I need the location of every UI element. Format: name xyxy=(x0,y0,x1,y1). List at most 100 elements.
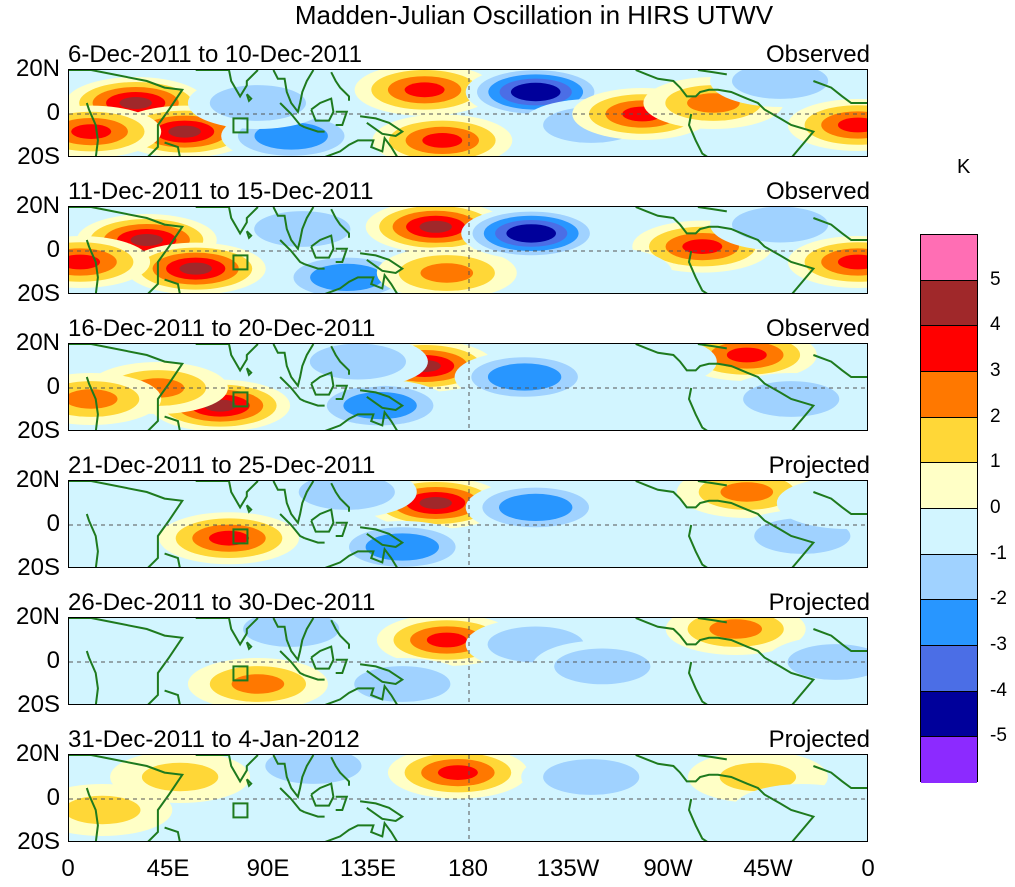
panel-period-label: 11-Dec-2011 to 15-Dec-2011 xyxy=(68,178,374,205)
anomaly-contour xyxy=(69,795,141,825)
anomaly-contour xyxy=(719,762,797,792)
map-panel xyxy=(68,754,868,842)
y-tick-label: 0 xyxy=(46,99,60,126)
anomaly-contour xyxy=(543,759,640,795)
coastline xyxy=(813,354,867,378)
anomaly-contour xyxy=(437,765,478,780)
y-tick-label: 20S xyxy=(17,280,60,307)
colorbar-tick-label: 1 xyxy=(990,451,1001,473)
x-tick-label: 180 xyxy=(447,855,489,882)
map-panel xyxy=(68,69,868,157)
map-panel xyxy=(68,480,868,568)
x-tick-label: 0 xyxy=(61,855,75,882)
coastline xyxy=(272,344,315,389)
coastline xyxy=(279,102,306,129)
coastline xyxy=(304,400,325,407)
coastline xyxy=(335,110,349,126)
map-panel-svg xyxy=(69,207,867,293)
coastline xyxy=(310,234,335,259)
panel-period-label: 26-Dec-2011 to 30-Dec-2011 xyxy=(68,589,376,616)
coastline xyxy=(195,618,259,647)
map-panel-svg xyxy=(69,755,867,841)
map-panel-svg xyxy=(69,344,867,430)
reference-box xyxy=(232,391,249,408)
coastline xyxy=(310,97,335,122)
coastline xyxy=(324,683,398,704)
anomaly-contour xyxy=(119,97,152,109)
anomaly-contour xyxy=(179,262,212,275)
anomaly-contour xyxy=(231,674,285,694)
y-tick-label: 20S xyxy=(17,691,60,718)
coastline xyxy=(69,618,185,704)
coastline xyxy=(635,618,816,704)
colorbar-tick-label: -1 xyxy=(990,542,1007,564)
colorbar-tick-label: -3 xyxy=(990,634,1007,655)
coastline xyxy=(330,756,350,786)
coastline xyxy=(304,674,325,681)
anomaly-contour xyxy=(130,234,163,246)
colorbar-tick-label: 0 xyxy=(990,497,1001,518)
coastline xyxy=(687,524,708,567)
colorbar-swatch xyxy=(921,463,977,509)
coastline xyxy=(813,765,867,789)
anomaly-contour xyxy=(354,666,451,702)
coastline xyxy=(164,278,181,293)
y-tick-label: 20N xyxy=(15,603,60,630)
coastline xyxy=(245,230,253,240)
anomaly-contour xyxy=(682,239,723,254)
coastline xyxy=(697,207,727,213)
map-panel xyxy=(68,206,868,294)
anomaly-contour xyxy=(265,755,362,784)
coastline xyxy=(697,344,727,350)
coastline xyxy=(359,663,405,686)
anomaly-contour xyxy=(787,644,867,680)
coastline xyxy=(85,650,99,704)
anomaly-contour xyxy=(687,93,740,113)
coastline xyxy=(324,272,398,293)
coastline xyxy=(304,126,325,133)
coastline xyxy=(697,618,727,624)
coastline xyxy=(335,384,349,400)
coastline xyxy=(245,778,253,788)
map-panel-svg xyxy=(69,481,867,567)
colorbar-swatch xyxy=(921,326,977,372)
coastline xyxy=(687,387,708,430)
anomaly-contour xyxy=(168,125,201,138)
map-panel-svg xyxy=(69,618,867,704)
anomaly-contour xyxy=(71,124,112,139)
coastline xyxy=(697,481,727,487)
coastline xyxy=(69,207,185,293)
reference-box xyxy=(232,665,249,682)
coastline xyxy=(335,521,349,537)
y-tick-label: 0 xyxy=(46,784,60,811)
coastline xyxy=(635,344,816,430)
y-tick-label: 20S xyxy=(17,828,60,855)
anomaly-contour xyxy=(554,648,651,685)
coastline xyxy=(69,344,185,430)
anomaly-contour xyxy=(243,618,340,647)
coastline xyxy=(272,207,315,252)
colorbar-swatch xyxy=(921,600,977,646)
coastline xyxy=(687,113,708,156)
coastline xyxy=(687,661,708,704)
coastline xyxy=(304,811,325,818)
coastline xyxy=(279,787,306,814)
colorbar-tick-label: -5 xyxy=(990,725,1007,747)
colorbar-swatch xyxy=(921,509,977,555)
map-panel-svg xyxy=(69,70,867,156)
colorbar-swatch xyxy=(921,280,977,327)
coastline xyxy=(304,537,325,544)
coastline xyxy=(164,141,181,156)
coastline xyxy=(310,645,335,670)
chart-title: Madden-Julian Oscillation in HIRS UTWV xyxy=(294,0,774,30)
coastline xyxy=(813,628,867,652)
coastline xyxy=(687,250,708,293)
coastline xyxy=(164,552,181,567)
coastline xyxy=(279,650,306,677)
coastline xyxy=(635,755,816,841)
colorbar-tick-label: -2 xyxy=(990,588,1007,610)
coastline xyxy=(164,826,181,841)
colorbar-unit-label: K xyxy=(957,156,971,178)
coastline xyxy=(813,491,867,515)
coastline xyxy=(335,247,349,263)
